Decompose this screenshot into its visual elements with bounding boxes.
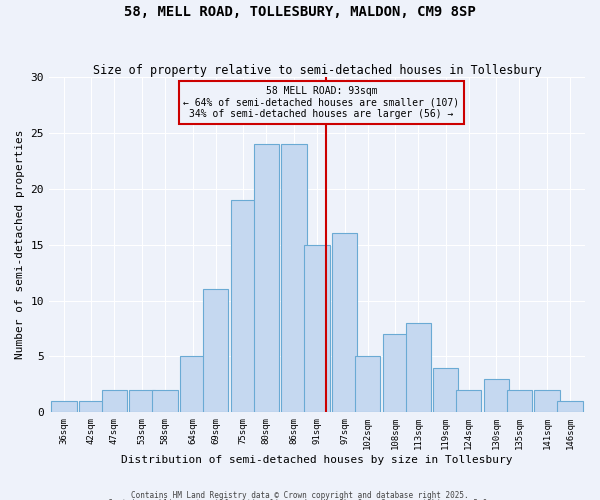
Text: 58 MELL ROAD: 93sqm
← 64% of semi-detached houses are smaller (107)
34% of semi-: 58 MELL ROAD: 93sqm ← 64% of semi-detach… [184,86,460,119]
Bar [281,144,307,412]
Bar [355,356,380,412]
Text: Contains public sector information licensed under the Open Government Licence v3: Contains public sector information licen… [108,499,492,500]
Y-axis label: Number of semi-detached properties: Number of semi-detached properties [15,130,25,360]
Bar [203,290,229,412]
Bar [433,368,458,412]
Text: Contains HM Land Registry data © Crown copyright and database right 2025.: Contains HM Land Registry data © Crown c… [131,490,469,500]
Bar [304,244,329,412]
Bar [180,356,205,412]
Bar [79,401,104,412]
Title: Size of property relative to semi-detached houses in Tollesbury: Size of property relative to semi-detach… [92,64,541,77]
Bar [557,401,583,412]
Bar [456,390,481,412]
Bar [230,200,256,412]
Bar [383,334,408,412]
Bar [102,390,127,412]
Bar [535,390,560,412]
Bar [507,390,532,412]
Bar [406,323,431,412]
Bar [332,234,357,412]
Bar [484,379,509,412]
X-axis label: Distribution of semi-detached houses by size in Tollesbury: Distribution of semi-detached houses by … [121,455,513,465]
Bar [152,390,178,412]
Bar [130,390,155,412]
Bar [51,401,77,412]
Text: 58, MELL ROAD, TOLLESBURY, MALDON, CM9 8SP: 58, MELL ROAD, TOLLESBURY, MALDON, CM9 8… [124,5,476,19]
Bar [254,144,279,412]
